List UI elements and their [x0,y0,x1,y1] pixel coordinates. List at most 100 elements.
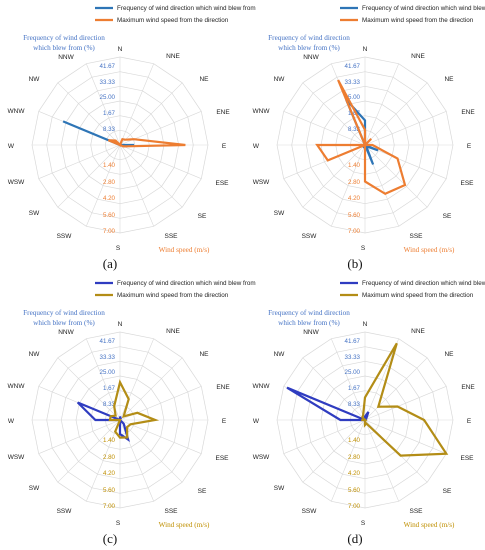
direction-label: N [363,46,368,53]
direction-label: NW [29,351,41,358]
speed-axis-title: Wind speed (m/s) [159,246,210,254]
panel-label: (a) [103,256,117,271]
direction-label: NNE [166,328,180,335]
speed-tick-label: 5.60 [348,212,361,219]
freq-tick-label: 33.33 [345,354,361,361]
speed-tick-label: 2.80 [348,454,361,461]
direction-label: SSE [409,233,423,240]
speed-tick-label: 4.20 [348,470,361,477]
speed-tick-label: 7.00 [348,503,361,510]
direction-label: S [361,245,366,252]
freq-axis-title: Frequency of wind direction [268,34,350,42]
direction-label: SW [274,485,285,492]
grid-spoke [364,386,447,421]
speed-tick-label: 2.80 [103,179,116,186]
freq-axis-title: Frequency of wind direction [268,309,350,317]
grid-spoke [38,419,121,454]
freq-tick-label: 25.00 [100,369,116,376]
freq-axis-title: which blew from (%) [278,44,340,52]
grid-spoke [364,144,428,208]
speed-axis-title: Wind speed (m/s) [159,521,210,529]
grid-spoke [119,419,183,483]
direction-label: SE [443,488,452,495]
frequency-series-line [286,386,370,422]
direction-label: E [467,143,472,150]
freq-tick-label: 1.67 [348,385,361,392]
panel-label: (c) [103,531,117,546]
grid-spoke [119,144,202,179]
direction-label: N [363,321,368,328]
legend: Frequency of wind direction which wind b… [340,280,485,299]
direction-label: NE [199,351,209,358]
speed-tick-label: 1.40 [348,437,361,444]
grid-spoke [57,82,121,146]
freq-axis-title: Frequency of wind direction [23,34,105,42]
freq-axis-title: which blew from (%) [33,319,95,327]
speed-tick-label: 7.00 [348,228,361,235]
direction-label: NW [274,76,286,83]
direction-label: W [8,418,15,425]
direction-label: ENE [461,109,475,116]
direction-label: S [116,245,121,252]
grid-spoke [331,338,366,421]
speed-tick-label: 1.40 [103,437,116,444]
direction-label: SSW [302,233,318,240]
freq-tick-label: 8.33 [103,401,116,408]
grid-spoke [57,419,121,483]
direction-label: NE [444,351,454,358]
legend-label: Frequency of wind direction which wind b… [117,5,256,12]
legend: Frequency of wind direction which wind b… [340,5,485,24]
freq-axis-title: which blew from (%) [33,44,95,52]
direction-label: W [8,143,15,150]
legend: Frequency of wind direction which wind b… [95,280,256,299]
direction-label: W [253,418,260,425]
direction-label: ESE [460,180,474,187]
direction-label: WNW [253,108,271,115]
radar-panel: Frequency of wind direction which wind b… [8,280,256,546]
legend: Frequency of wind direction which wind b… [95,5,256,24]
direction-label: NE [199,76,209,83]
direction-label: E [222,143,227,150]
direction-label: NNW [58,329,74,336]
grid-spoke [119,357,183,421]
grid-spoke [364,419,399,502]
direction-label: SE [198,213,207,220]
direction-label: SE [443,213,452,220]
direction-label: W [253,143,260,150]
direction-label: SSE [164,508,178,515]
grid-spoke [86,144,121,227]
panel-label: (d) [347,531,362,546]
direction-label: N [118,321,123,328]
grid-spoke [86,63,121,146]
direction-label: SSW [57,508,73,515]
radar-panel: Frequency of wind direction which wind b… [253,280,485,546]
grid-spoke [57,144,121,208]
grid-spoke [364,144,447,179]
speed-tick-label: 1.40 [103,162,116,169]
direction-label: SW [29,210,40,217]
speed-tick-label: 5.60 [348,487,361,494]
legend-label: Maximum wind speed from the direction [117,17,229,24]
radar-grid [276,56,454,234]
grid-spoke [283,419,366,454]
direction-label: SSE [409,508,423,515]
grid-spoke [364,82,428,146]
direction-label: WNW [8,108,26,115]
freq-tick-label: 33.33 [100,354,116,361]
grid-spoke [119,82,183,146]
legend-label: Frequency of wind direction which wind b… [362,280,485,287]
direction-label: NE [444,76,454,83]
direction-label: NNE [166,53,180,60]
direction-label: ENE [216,109,230,116]
direction-label: WSW [8,179,25,186]
speed-tick-label: 1.40 [348,162,361,169]
direction-label: SE [198,488,207,495]
direction-label: ENE [216,384,230,391]
legend-label: Maximum wind speed from the direction [362,17,474,24]
speed-tick-label: 2.80 [348,179,361,186]
freq-axis-title: which blew from (%) [278,319,340,327]
direction-label: NW [274,351,286,358]
direction-label: NW [29,76,41,83]
legend-label: Maximum wind speed from the direction [117,292,229,299]
